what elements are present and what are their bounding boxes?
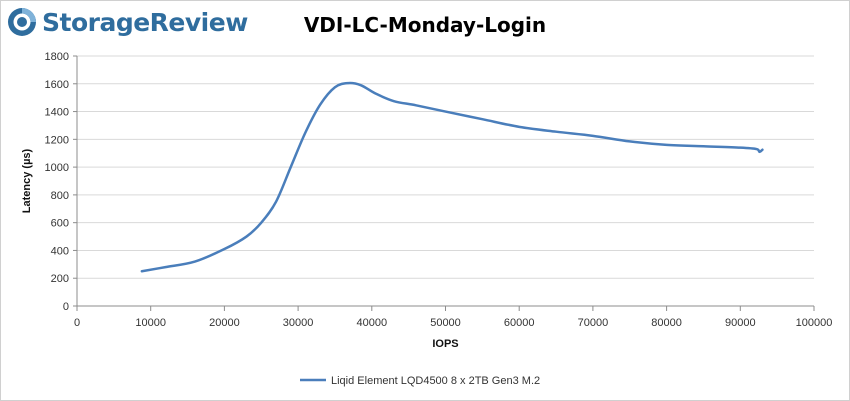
y-tick-label: 1800 <box>45 51 69 63</box>
storagereview-logo-icon <box>8 8 36 36</box>
x-tick-label: 60000 <box>504 317 535 329</box>
y-tick-label: 1200 <box>45 134 69 146</box>
x-tick-label: 30000 <box>283 317 314 329</box>
brand-name: StorageReview <box>42 7 248 37</box>
x-tick-label: 40000 <box>357 317 388 329</box>
x-tick-label: 90000 <box>725 317 756 329</box>
y-tick-label: 400 <box>51 245 69 257</box>
brand-logo: StorageReview <box>7 7 248 37</box>
y-tick-label: 0 <box>63 301 69 313</box>
y-tick-label: 1400 <box>45 107 69 119</box>
x-tick-label: 70000 <box>578 317 609 329</box>
chart-title: VDI-LC-Monday-Login <box>303 13 547 37</box>
y-axis-label: Latency (µs) <box>21 148 33 213</box>
x-tick-label: 80000 <box>651 317 682 329</box>
y-tick-label: 1600 <box>45 79 69 91</box>
y-tick-label: 200 <box>51 273 69 285</box>
y-tick-label: 600 <box>51 218 69 230</box>
x-tick-label: 100000 <box>796 317 833 329</box>
x-axis-label: IOPS <box>432 338 458 350</box>
x-tick-label: 20000 <box>209 317 240 329</box>
series-line-0 <box>140 81 764 273</box>
y-tick-label: 1000 <box>45 162 69 174</box>
x-tick-label: 0 <box>74 317 80 329</box>
y-tick-label: 800 <box>51 190 69 202</box>
x-tick-label: 50000 <box>430 317 461 329</box>
legend-label: Liqid Element LQD4500 8 x 2TB Gen3 M.2 <box>331 375 540 387</box>
x-tick-label: 10000 <box>135 317 166 329</box>
